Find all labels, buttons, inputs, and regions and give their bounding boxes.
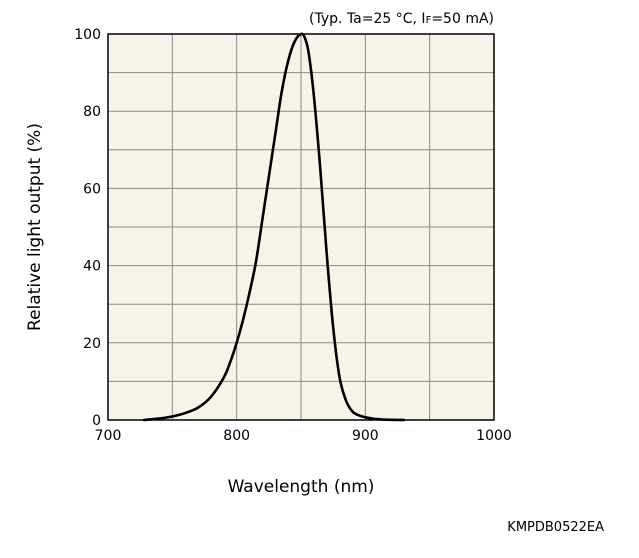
y-tick-label: 40 [83, 259, 101, 275]
document-code: KMPDB0522EA [507, 520, 604, 535]
y-tick-label: 0 [92, 413, 101, 429]
x-axis-title: Wavelength (nm) [228, 477, 375, 497]
x-tick-label: 900 [352, 428, 379, 444]
test-conditions: (Typ. Ta=25 °C, IF=50 mA) [309, 11, 494, 27]
y-tick-label: 100 [74, 27, 101, 43]
y-tick-label: 60 [83, 181, 101, 197]
y-axis-title: Relative light output (%) [25, 123, 45, 331]
x-axis: 700 800 900 1000 [95, 428, 512, 444]
y-tick-label: 80 [83, 104, 101, 120]
y-tick-label: 20 [83, 336, 101, 352]
x-tick-label: 1000 [476, 428, 512, 444]
emission-spectrum-curve [142, 32, 406, 422]
x-tick-label: 700 [95, 428, 122, 444]
y-axis: 0 20 40 60 80 100 [74, 27, 101, 429]
current-subscript: F [426, 15, 432, 26]
x-tick-label: 800 [223, 428, 250, 444]
